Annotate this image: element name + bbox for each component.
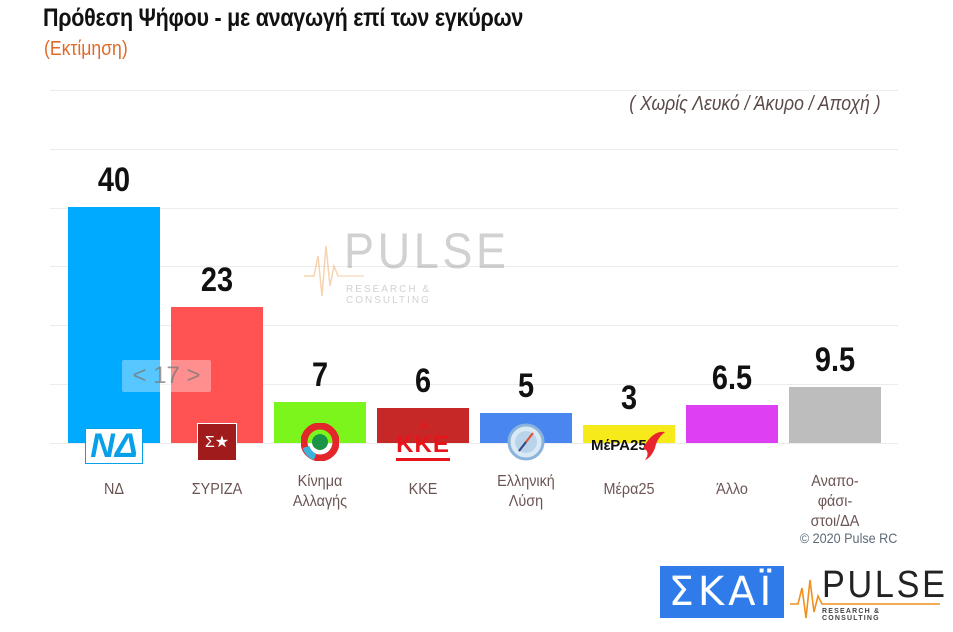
gridline [50,325,898,326]
category-label: ΚΚΕ [408,481,438,498]
heartbeat-icon [304,245,364,297]
category-label: Άλλο [716,481,748,498]
chart-subtitle: (Εκτίμηση) [44,38,128,60]
bar-value-label: 9.5 [814,341,856,379]
kinal-logo-icon [301,423,339,461]
skai-logo: ΣΚΑΪ [660,566,784,618]
bar-value-label: 3 [620,379,638,417]
category-label: ΝΔ [103,481,125,498]
bar-value-label: 5 [517,367,535,405]
gridline [50,384,898,385]
bar-value-label: 23 [200,261,234,299]
difference-badge: < 17 > [122,360,211,392]
gridline [50,443,898,444]
copyright: © 2020 Pulse RC [799,530,897,546]
bar [377,408,469,443]
category-label: Μέρα25 [603,481,655,498]
bar-value-label: 40 [97,161,131,199]
bar-value-label: 7 [311,356,329,394]
chart-note: ( Χωρίς Λευκό / Άκυρο / Αποχή ) [629,93,881,115]
syriza-logo-icon: Σ★ [197,423,237,461]
heartbeat-icon [790,579,940,619]
gridline [50,149,898,150]
watermark-tagline: RESEARCH & CONSULTING [346,284,432,306]
bar [686,405,778,443]
gridline [50,266,898,267]
bar-value-label: 6.5 [711,359,753,397]
pulse-watermark: PULSE RESEARCH & CONSULTING [304,223,519,306]
category-label: ΣΥΡΙΖΑ [191,481,243,498]
bar [171,307,263,443]
chart-title: Πρόθεση Ψήφου - με αναγωγή επί των εγκύρ… [43,4,524,32]
elliniki-lysi-logo-icon [507,423,545,461]
mera25-logo-icon: ΜέΡΑ25 [591,428,675,462]
plot-area [50,0,898,632]
category-label: Κίνημα Αλλαγής [292,473,348,510]
bar-value-label: 6 [414,362,432,400]
kke-logo-icon: ☭ ΚΚΕ [395,418,451,462]
bar [789,387,881,443]
watermark-brand: PULSE [344,223,510,279]
bar [68,207,160,443]
gridline [50,90,898,91]
category-label: Ελληνική Λύση [497,473,555,510]
pulse-logo-tagline: RESEARCH & CONSULTING [822,608,881,622]
nd-logo-icon: ΝΔ [76,420,152,464]
gridline [50,208,898,209]
pulse-logo: PULSE RESEARCH & CONSULTING [790,562,945,622]
pulse-logo-text: PULSE [822,564,948,606]
category-label: Αναπο-φάσι-στοι/ΔΑ [810,473,860,530]
